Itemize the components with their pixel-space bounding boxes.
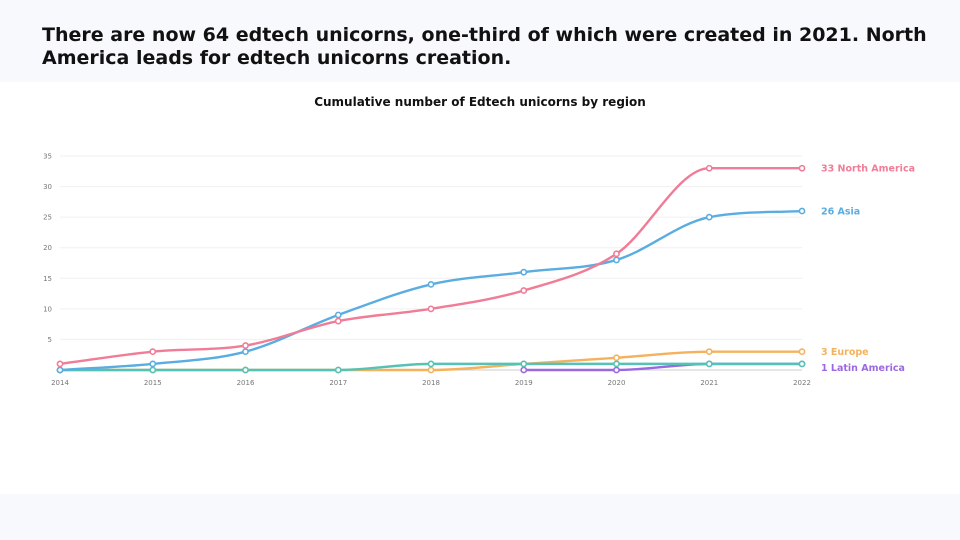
x-tick-label: 2015 <box>144 379 162 387</box>
series-line-north-america <box>58 167 804 366</box>
data-point-europe <box>427 366 435 374</box>
data-point-latin-america <box>613 366 620 374</box>
series-points <box>56 164 806 374</box>
data-point-europe <box>613 354 620 362</box>
x-axis-ticks: 2014 2015 2016 2017 2018 2019 2020 2021 2022 <box>51 379 811 387</box>
y-tick-label: 15 <box>43 275 52 283</box>
chart-title: Cumulative number of Edtech unicorns by … <box>314 95 646 109</box>
gridlines <box>60 155 802 371</box>
end-label-latin-america: 1 Latin America <box>821 363 905 374</box>
data-point-north-america <box>242 342 249 349</box>
x-tick-label: 2022 <box>793 379 811 387</box>
x-tick-label: 2020 <box>608 379 626 387</box>
data-point-north-america <box>520 287 528 294</box>
data-point-north-america <box>705 164 713 172</box>
data-point-asia <box>149 360 157 368</box>
series-line-asia <box>58 209 804 372</box>
header-band <box>0 0 960 82</box>
data-point-asia <box>613 256 620 264</box>
data-point-middle-east <box>427 360 435 368</box>
x-tick-label: 2014 <box>51 379 69 387</box>
data-point-north-america <box>613 250 620 258</box>
data-point-middle-east <box>705 360 713 368</box>
y-tick-label: 25 <box>43 214 52 222</box>
x-tick-label: 2016 <box>237 379 255 387</box>
data-point-north-america <box>334 317 342 325</box>
data-point-middle-east <box>520 360 528 368</box>
data-point-asia <box>520 268 528 276</box>
data-point-europe <box>705 348 713 356</box>
x-tick-label: 2017 <box>329 379 347 387</box>
data-point-middle-east <box>798 360 806 368</box>
y-tick-label: 35 <box>43 153 52 161</box>
y-tick-label: 10 <box>43 305 52 313</box>
data-point-north-america <box>798 164 806 172</box>
end-label-europe: 3 Europe <box>821 347 869 358</box>
data-point-asia <box>334 311 342 319</box>
data-point-europe <box>798 348 806 356</box>
data-point-middle-east <box>334 366 342 374</box>
data-point-middle-east <box>242 366 249 374</box>
end-labels: 33 North America 26 Asia 3 Europe 1 Latin A… <box>821 164 915 374</box>
data-point-north-america <box>56 360 64 368</box>
y-tick-label: 30 <box>43 183 52 191</box>
data-point-latin-america <box>520 366 528 374</box>
end-label-asia: 26 Asia <box>821 207 860 218</box>
data-point-asia <box>56 366 64 374</box>
x-tick-label: 2019 <box>515 379 533 387</box>
data-point-asia <box>705 213 713 221</box>
y-axis-ticks: 5 10 15 20 25 30 35 <box>43 153 52 344</box>
y-tick-label: 5 <box>48 336 52 344</box>
data-point-middle-east <box>613 360 620 368</box>
data-point-north-america <box>427 305 435 313</box>
data-point-asia <box>427 280 435 288</box>
data-point-north-america <box>149 348 157 356</box>
headline: There are now 64 edtech unicorns, one-th… <box>42 24 927 69</box>
data-point-asia <box>798 207 806 215</box>
x-tick-label: 2021 <box>700 379 718 387</box>
x-tick-label: 2018 <box>422 379 440 387</box>
data-point-asia <box>242 348 249 356</box>
y-tick-label: 20 <box>43 244 52 252</box>
data-point-middle-east <box>149 366 157 374</box>
end-label-north-america: 33 North America <box>821 164 915 175</box>
footer-band <box>0 494 960 540</box>
